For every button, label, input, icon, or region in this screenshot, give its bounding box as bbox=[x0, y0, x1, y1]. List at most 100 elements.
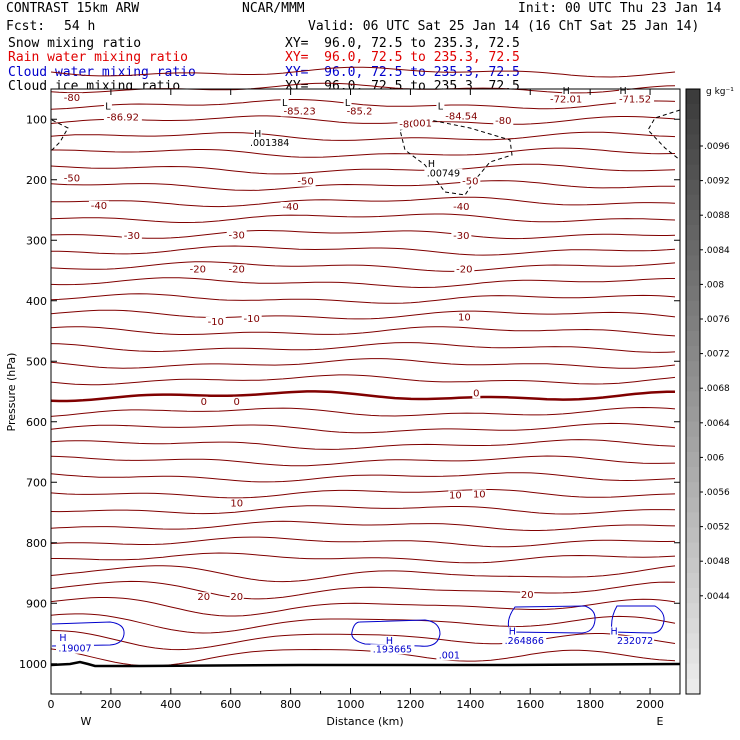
field-xy-snow: XY= 96.0, 72.5 to 235.3, 72.5 bbox=[285, 36, 520, 51]
temperature-label-bg bbox=[472, 388, 481, 399]
isotherm-line bbox=[50, 613, 676, 634]
temperature-label-bg bbox=[451, 202, 472, 212]
isotherm-line bbox=[50, 277, 675, 289]
colorbar-tick-label: .006 bbox=[704, 453, 724, 463]
isotherm-line bbox=[50, 580, 676, 600]
colorbar-swatch bbox=[686, 512, 700, 529]
isotherm-line bbox=[50, 597, 676, 617]
cloud-water-label: .264866 bbox=[505, 636, 544, 647]
temperature-label-bg bbox=[205, 316, 226, 327]
cloud-ice-label: H bbox=[620, 86, 627, 97]
cloud-water-label: .001 bbox=[439, 650, 460, 661]
colorbar-tick-label: .0076 bbox=[704, 315, 730, 325]
x-tick-label: 1600 bbox=[516, 698, 544, 711]
cloud-ice-label: .001384 bbox=[250, 138, 289, 149]
temperature-label: -80 bbox=[399, 120, 415, 131]
colorbar-tick-label: .0064 bbox=[704, 419, 730, 429]
field-name-snow: Snow mixing ratio bbox=[8, 36, 142, 51]
colorbar-swatch bbox=[686, 315, 700, 332]
temperature-label: 0 bbox=[234, 397, 240, 408]
cloud-water-label-bg bbox=[436, 650, 463, 661]
temperature-label: -20 bbox=[456, 264, 472, 275]
cloud-ice-label-bg bbox=[562, 85, 571, 96]
isotherm-line bbox=[50, 520, 676, 531]
isotherm-line bbox=[50, 131, 676, 141]
cloud-water-label-bg bbox=[370, 644, 415, 655]
temperature-label: 20 bbox=[521, 590, 534, 601]
temperature-label-bg bbox=[616, 94, 655, 105]
colorbar-tick-label: .0048 bbox=[704, 557, 730, 567]
colorbar-swatch bbox=[686, 467, 700, 483]
colorbar-tick-label: .0084 bbox=[704, 246, 730, 256]
cloud-water-label-bg bbox=[502, 635, 547, 646]
terrain bbox=[50, 660, 681, 668]
temperature-label-bg bbox=[280, 106, 319, 117]
axes: 0 200 400 600 800 1000 1200 1400 1600 1800 2000100… bbox=[19, 89, 680, 711]
temperature-label-bg bbox=[187, 264, 208, 275]
y-tick-label: 600 bbox=[26, 416, 47, 429]
cloud-water-label-bg bbox=[58, 632, 67, 643]
ice-contour bbox=[399, 119, 513, 196]
x-tick-label: 1800 bbox=[576, 698, 604, 711]
temperature-label: -40 bbox=[453, 202, 469, 213]
isotherm-line bbox=[50, 293, 676, 304]
cloud-water-contour bbox=[611, 605, 665, 634]
cloud-ice-label-bg bbox=[343, 97, 352, 108]
temperature-label: -85.2 bbox=[347, 106, 373, 117]
temperature-label-bg bbox=[442, 111, 481, 122]
colorbar-tick-label: .0068 bbox=[704, 384, 730, 394]
forecast-label: Fcst: bbox=[6, 19, 46, 34]
colorbar-swatch bbox=[686, 210, 700, 226]
temperature-label: 001 bbox=[413, 119, 432, 130]
temperature-label-bg bbox=[232, 396, 241, 407]
cloud-ice-label-bg bbox=[427, 159, 436, 170]
temperature-label-bg bbox=[229, 498, 244, 509]
cloud-ice-label-bg bbox=[253, 128, 262, 139]
temperature-contours bbox=[50, 66, 676, 667]
isotherm-line bbox=[50, 422, 676, 434]
temperature-label: -30 bbox=[453, 231, 469, 242]
colorbar-swatch bbox=[686, 119, 700, 135]
cloud-ice-label-bg bbox=[619, 85, 628, 96]
colorbar: .0096 .0092 .0088 .0084 .008 .0076 .0072 .0068.… bbox=[685, 88, 730, 695]
temperature-label: -72.01 bbox=[550, 94, 582, 105]
isotherm-line bbox=[50, 439, 676, 450]
cloud-water-label-bg bbox=[55, 643, 94, 654]
x-tick-label: 2000 bbox=[636, 698, 664, 711]
figure-title: CONTRAST 15km ARW bbox=[6, 1, 140, 16]
ice-contour bbox=[51, 119, 69, 151]
cloud-water-label-bg bbox=[385, 635, 394, 646]
y-tick-label: 500 bbox=[26, 355, 47, 368]
cloud-ice-label-bg bbox=[280, 97, 289, 108]
cloud-ice-label-bg bbox=[247, 137, 292, 148]
cloud-ice-label: H bbox=[254, 129, 261, 140]
temperature-label-bg bbox=[199, 396, 208, 407]
isotherm-line bbox=[50, 406, 676, 417]
colorbar-swatch bbox=[686, 104, 700, 120]
x-tick-label: 1000 bbox=[337, 698, 365, 711]
temperature-label-bg bbox=[520, 589, 535, 600]
cloud-water-label-bg bbox=[508, 626, 517, 637]
y-tick-label: 1000 bbox=[19, 658, 47, 671]
cloud-water-label: H bbox=[611, 627, 618, 638]
isotherm-line bbox=[50, 489, 676, 499]
temperature-label: 10 bbox=[458, 313, 471, 324]
cloud-water-label-bg bbox=[610, 626, 619, 637]
init-time: Init: 00 UTC Thu 23 Jan 14 bbox=[518, 1, 722, 16]
isotherm-line bbox=[51, 552, 676, 564]
y-tick-label: 300 bbox=[26, 234, 47, 247]
west-endpoint: W bbox=[81, 715, 92, 728]
valid-time: Valid: 06 UTC Sat 25 Jan 14 (16 ChT Sat … bbox=[308, 19, 700, 34]
temperature-label: -71.52 bbox=[619, 94, 651, 105]
colorbar-swatch bbox=[686, 331, 700, 347]
temperature-label-bg bbox=[397, 119, 418, 130]
colorbar-swatch bbox=[686, 361, 700, 377]
y-tick-label: 900 bbox=[26, 597, 47, 610]
colorbar-swatch bbox=[686, 618, 700, 634]
y-tick-label: 800 bbox=[26, 537, 47, 550]
temperature-label-bg bbox=[472, 489, 487, 500]
temperature-label-bg bbox=[412, 118, 433, 129]
temperature-label-bg bbox=[61, 93, 82, 104]
x-tick-label: 1400 bbox=[456, 698, 484, 711]
isotherm-line bbox=[50, 309, 676, 320]
